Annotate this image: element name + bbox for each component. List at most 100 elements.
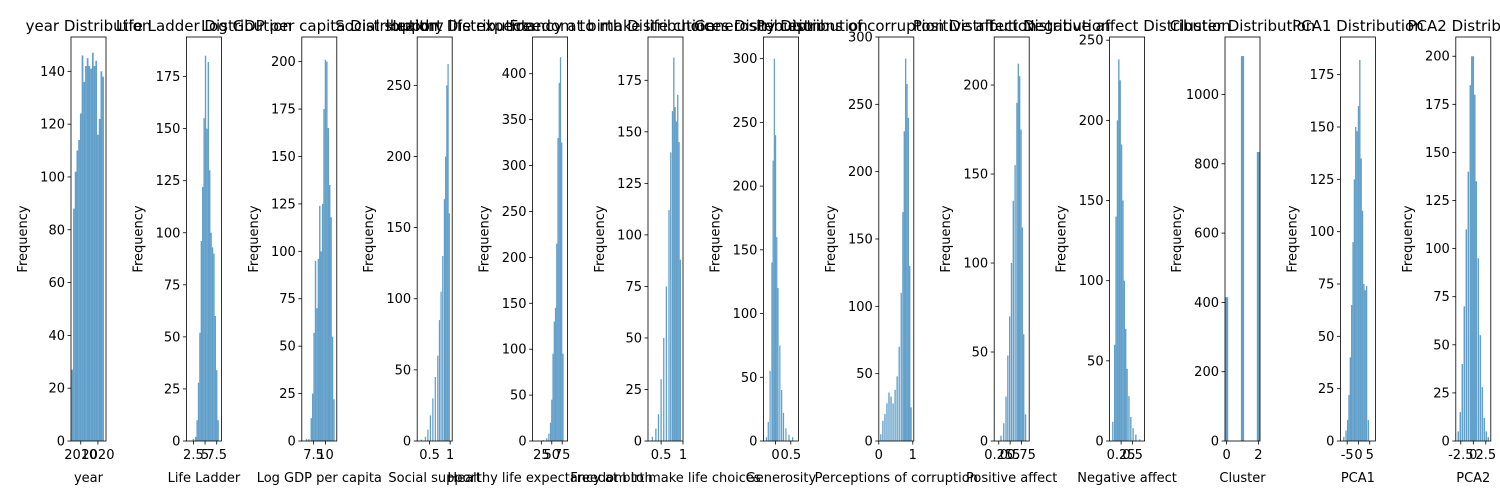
y-axis-label: Frequency <box>16 205 31 272</box>
histogram-bar <box>884 414 886 441</box>
histogram-bar <box>554 307 557 441</box>
subplot-title: Positive affect Distribution <box>913 17 1111 35</box>
y-tick-label: 150 <box>1425 146 1450 161</box>
y-tick-label: 50 <box>1318 330 1335 345</box>
histogram-bar <box>1360 158 1362 441</box>
y-tick-label: 200 <box>271 55 296 70</box>
histogram-bar <box>673 57 675 441</box>
histogram-bar <box>557 138 559 441</box>
histogram-bar <box>1012 200 1014 441</box>
histogram-bar <box>1135 434 1137 441</box>
histogram-bar <box>448 213 450 441</box>
histogram-bar <box>98 118 101 441</box>
histogram-bar <box>83 81 86 441</box>
x-tick-label: 0 <box>875 448 883 463</box>
histogram-bar <box>1020 129 1022 441</box>
histogram-bar <box>1475 181 1478 441</box>
histogram-bar <box>553 321 555 441</box>
x-tick-label: 0.75 <box>1007 448 1036 463</box>
y-tick-label: 0 <box>57 435 65 450</box>
histogram-bar <box>1363 284 1365 441</box>
histogram-bar <box>206 128 208 441</box>
histogram-bar <box>1457 431 1460 441</box>
y-tick-label: 25 <box>164 382 181 397</box>
histogram-bar <box>1016 102 1018 441</box>
histogram-bar <box>204 55 207 441</box>
histogram-bar <box>774 135 777 441</box>
y-tick-label: 25 <box>1433 386 1450 401</box>
y-tick-label: 40 <box>48 329 65 344</box>
y-tick-label: 200 <box>963 79 988 94</box>
y-axis-label: Frequency <box>708 205 723 272</box>
y-tick-label: 25 <box>1318 382 1335 397</box>
y-tick-label: 50 <box>1433 338 1450 353</box>
histogram-bar <box>1481 387 1484 441</box>
histogram-bar <box>1008 316 1011 441</box>
histogram-bar <box>898 346 900 441</box>
histogram-bar <box>1345 430 1347 441</box>
bars <box>192 55 219 441</box>
x-axis-label: year <box>74 471 104 486</box>
histogram-bar <box>674 107 676 441</box>
histogram-bar <box>546 438 548 441</box>
y-axis-label: Frequency <box>362 205 377 272</box>
histogram-bar <box>670 152 672 441</box>
histogram-bar <box>209 170 211 441</box>
x-tick-label: 0.5 <box>780 448 801 463</box>
histogram-bar <box>551 399 553 441</box>
histogram-bar <box>102 76 104 441</box>
x-tick-label: 0.5 <box>1000 448 1021 463</box>
histogram-bar <box>1348 394 1350 441</box>
y-tick-label: 50 <box>856 367 873 382</box>
y-tick-label: 0 <box>172 435 180 450</box>
histogram-bar <box>1479 335 1482 441</box>
bars <box>305 59 335 441</box>
y-tick-label: 150 <box>963 168 988 183</box>
bars <box>1112 59 1141 441</box>
histogram-bar <box>1357 106 1360 441</box>
y-tick-label: 250 <box>1079 34 1104 49</box>
y-tick-label: 125 <box>1425 194 1450 209</box>
axes-frame <box>647 36 684 442</box>
x-tick-label: 50 <box>543 448 560 463</box>
bars <box>1457 56 1490 441</box>
y-tick-label: 75 <box>164 278 181 293</box>
y-tick-label: 175 <box>1425 98 1450 113</box>
bars <box>420 64 450 441</box>
histogram-bar <box>767 421 769 441</box>
histogram-bar <box>1123 280 1126 441</box>
histogram-bar <box>1349 357 1352 441</box>
x-axis-label: Negative affect <box>1077 471 1177 486</box>
histogram-bar <box>1365 286 1368 441</box>
y-tick-label: 125 <box>1310 173 1335 188</box>
x-tick-label: -2.5 <box>1448 448 1473 463</box>
histogram-bar <box>331 336 334 441</box>
histogram-bar <box>326 61 328 441</box>
axes-frame <box>532 36 568 442</box>
histogram-bar <box>675 121 678 441</box>
x-tick-label: 1 <box>679 448 687 463</box>
histogram-bar <box>1364 290 1366 441</box>
bars <box>1225 56 1260 441</box>
histogram-bar <box>213 253 215 441</box>
histogram-bar <box>1471 56 1473 441</box>
y-tick-label: 200 <box>502 251 527 266</box>
x-tick-label: 5 <box>1366 448 1374 463</box>
histogram-bar <box>561 142 563 441</box>
histogram-bar <box>1112 421 1114 441</box>
histogram-bar <box>207 61 210 441</box>
histogram-bar <box>420 439 422 441</box>
y-tick-label: 25 <box>625 383 642 398</box>
histogram-bar <box>427 429 429 441</box>
y-tick-label: 200 <box>386 150 411 165</box>
y-tick-label: 300 <box>848 31 873 46</box>
histogram-bar <box>1346 420 1349 441</box>
histogram-bar <box>559 57 562 441</box>
histogram-bar <box>1007 355 1009 441</box>
bars <box>765 58 794 441</box>
y-tick-label: 0 <box>749 435 757 450</box>
histogram-bar <box>91 52 94 441</box>
y-axis-label: Frequency <box>593 205 608 272</box>
x-tick-label: 0.5 <box>651 448 672 463</box>
